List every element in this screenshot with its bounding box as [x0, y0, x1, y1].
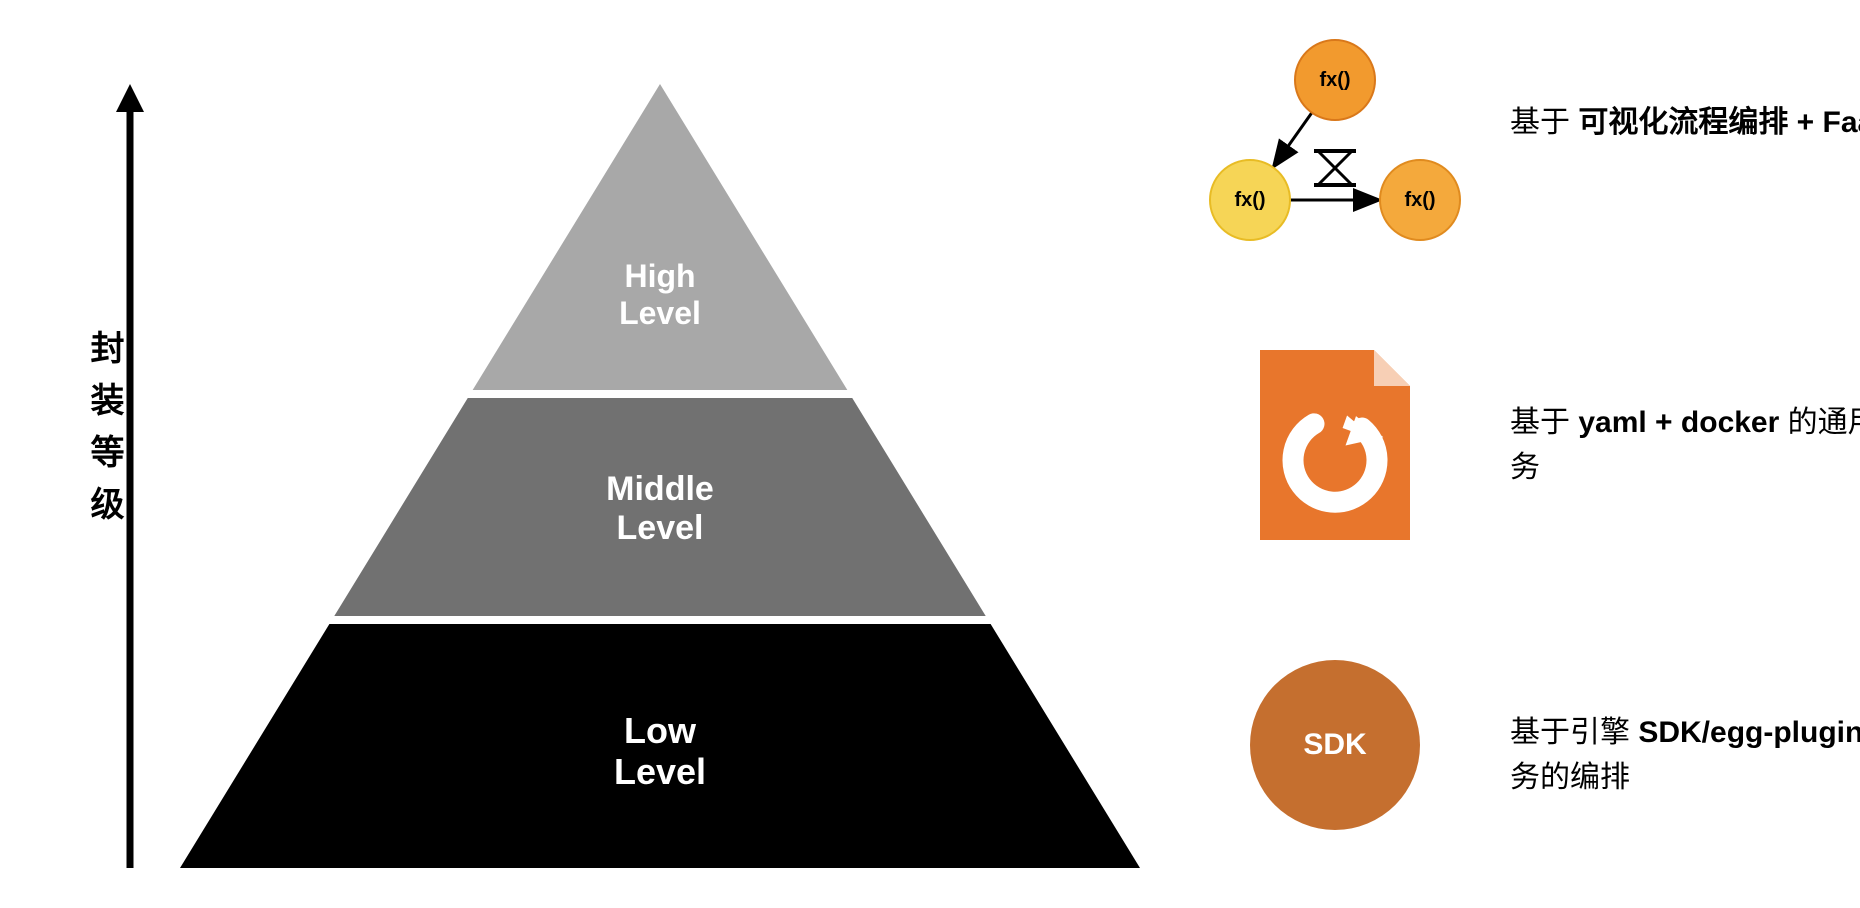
desc-prefix: 基于引擎	[1510, 716, 1638, 749]
desc-bold: 可视化流程编排 + FaaS	[1578, 106, 1860, 139]
desc-prefix: 基于	[1510, 106, 1578, 139]
middle-level-desc: 基于 yaml + docker 的通用持续集成流水线服务	[1510, 400, 1860, 490]
desc-bold: yaml + docker	[1578, 406, 1779, 439]
low-level-desc: 基于引擎 SDK/egg-plugin，实现任意异步任务的编排	[1510, 710, 1860, 800]
desc-bold: SDK/egg-plugin	[1638, 716, 1860, 749]
high-level-desc: 基于 可视化流程编排 + FaaS 的业务流编排	[1510, 100, 1860, 145]
desc-prefix: 基于	[1510, 406, 1578, 439]
sdk-circle-icon: SDK	[1250, 660, 1420, 830]
sdk-label: SDK	[1303, 728, 1366, 762]
